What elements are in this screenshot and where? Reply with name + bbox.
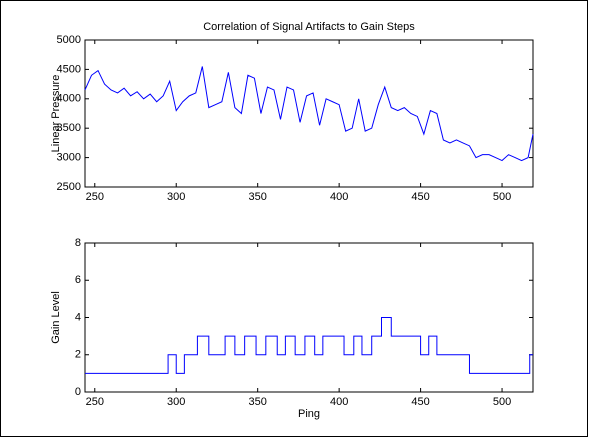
y-tick-label: 0 (75, 386, 81, 398)
plot-frame (84, 39, 534, 188)
x-tick-label: 500 (493, 191, 511, 203)
y-tick-label: 5000 (57, 34, 81, 46)
data-line (85, 317, 533, 374)
x-tick-label: 450 (411, 191, 429, 203)
chart-title: Correlation of Signal Artifacts to Gain … (203, 21, 415, 33)
y-axis-label: Gain Level (50, 291, 62, 344)
y-tick-label: 6 (75, 274, 81, 286)
x-tick-label: 350 (249, 396, 267, 408)
x-tick-label: 400 (330, 396, 348, 408)
y-tick-label: 8 (75, 237, 81, 249)
y-tick-label: 2500 (57, 181, 81, 193)
y-tick-label: 2 (75, 349, 81, 361)
x-tick-label: 450 (411, 396, 429, 408)
y-tick-label: 3000 (57, 152, 81, 164)
x-tick-label: 350 (249, 191, 267, 203)
y-tick-label: 4500 (57, 63, 81, 75)
y-axis-label: Linear Pressure (50, 75, 62, 153)
y-tick-label: 4000 (57, 93, 81, 105)
y-tick-label: 4 (75, 311, 81, 323)
x-tick-label: 300 (167, 396, 185, 408)
x-tick-label: 400 (330, 191, 348, 203)
x-tick-label: 250 (86, 396, 104, 408)
x-axis-label: Ping (298, 408, 320, 420)
x-tick-label: 300 (167, 191, 185, 203)
x-tick-label: 500 (493, 396, 511, 408)
y-tick-label: 3500 (57, 122, 81, 134)
data-line (84, 66, 534, 162)
x-tick-label: 250 (86, 191, 104, 203)
